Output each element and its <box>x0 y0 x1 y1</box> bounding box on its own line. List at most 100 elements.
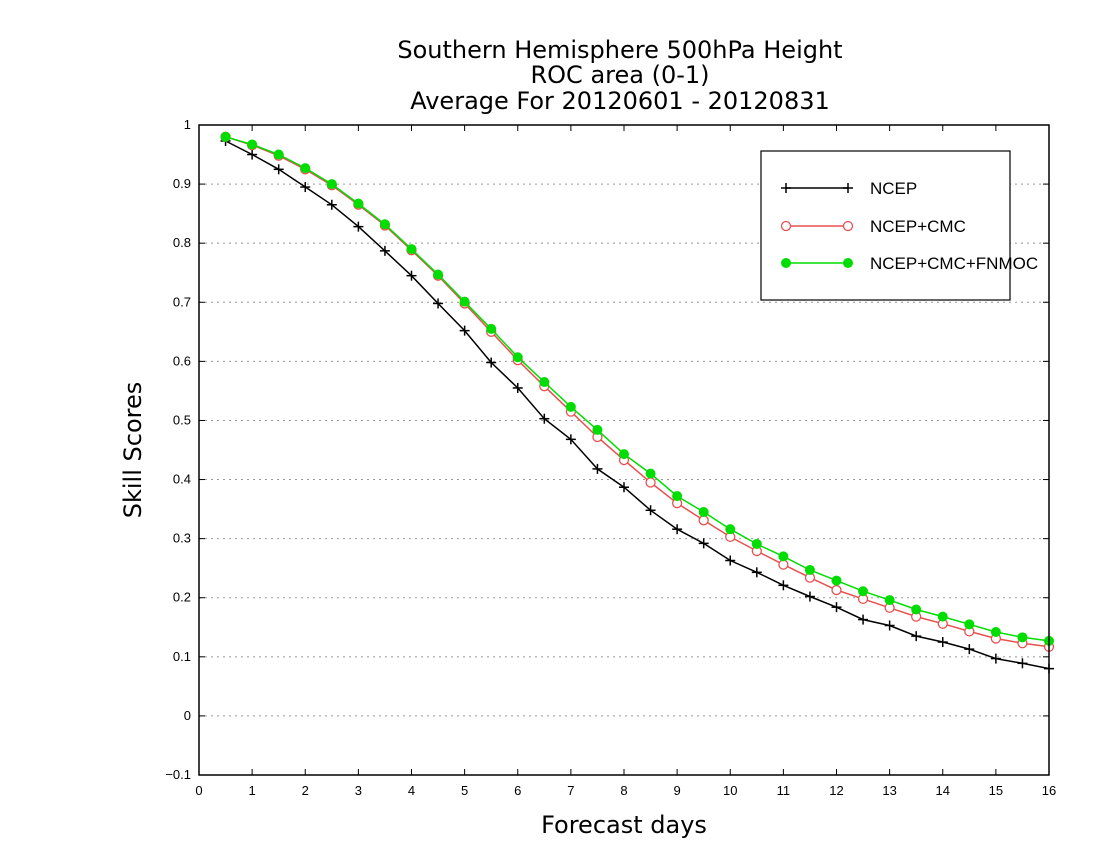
x-tick-label: 16 <box>1042 783 1056 798</box>
ncep-point <box>781 183 791 193</box>
x-tick-label: 4 <box>408 783 415 798</box>
x-tick-label: 1 <box>249 783 256 798</box>
ncep-point <box>831 602 842 613</box>
axis-ticks: −0.100.10.20.30.40.50.60.70.80.910 1 2 3 4 5 6… <box>165 117 1056 798</box>
ncep-point <box>937 637 948 648</box>
ncep-point <box>433 298 444 309</box>
ncep-point <box>326 199 337 210</box>
ncep-cmc-fnmoc-point <box>273 149 284 160</box>
legend-label: NCEP+CMC <box>870 217 966 236</box>
legend-label: NCEP+CMC+FNMOC <box>870 254 1038 273</box>
x-tick-label: 0 <box>195 783 202 798</box>
ncep-point <box>884 620 895 631</box>
ncep-cmc-fnmoc-point <box>459 296 470 307</box>
ncep-point <box>300 182 311 193</box>
ncep-cmc-fnmoc-point <box>326 179 337 190</box>
ncep-point <box>459 325 470 336</box>
y-tick-label: 0.6 <box>173 353 191 368</box>
chart-title-line-2: ROC area (0-1) <box>530 61 709 89</box>
ncep-point <box>751 567 762 578</box>
ncep-cmc-fnmoc-point <box>781 258 791 268</box>
ncep-point <box>565 434 576 445</box>
ncep-cmc-fnmoc-point <box>843 258 853 268</box>
ncep-cmc-fnmoc-point <box>592 424 603 435</box>
ncep-cmc-fnmoc-point <box>990 627 1001 637</box>
ncep-point <box>486 357 497 368</box>
ncep-point <box>539 413 550 424</box>
x-axis-label: Forecast days <box>541 811 707 839</box>
ncep-point <box>964 644 975 655</box>
x-tick-label: 5 <box>461 783 468 798</box>
y-axis-label: Skill Scores <box>119 382 147 519</box>
ncep-cmc-fnmoc-point <box>379 219 390 230</box>
ncep-cmc-fnmoc-point <box>778 551 789 562</box>
x-tick-label: 2 <box>302 783 309 798</box>
ncep-point <box>843 183 853 193</box>
y-tick-label: 0.7 <box>173 294 191 309</box>
ncep-point <box>911 631 922 642</box>
ncep-point <box>778 580 789 591</box>
y-tick-label: 0.2 <box>173 590 191 605</box>
ncep-cmc-fnmoc-point <box>858 586 869 597</box>
legend-item: NCEP <box>781 179 917 198</box>
x-tick-label: 15 <box>989 783 1003 798</box>
y-tick-label: −0.1 <box>165 767 191 782</box>
ncep-point <box>592 463 603 474</box>
ncep-point <box>698 538 709 549</box>
ncep-line <box>225 140 1050 670</box>
x-tick-label: 7 <box>567 783 574 798</box>
ncep-point <box>1017 658 1028 669</box>
ncep-cmc-fnmoc-point <box>937 611 948 622</box>
y-tick-label: 0.4 <box>173 472 191 487</box>
ncep-cmc-fnmoc-point <box>565 401 576 412</box>
y-tick-label: 0.3 <box>173 531 191 546</box>
series-ncep-cmc-fnmoc <box>220 131 1054 646</box>
ncep-point <box>672 524 683 535</box>
ncep-point <box>247 149 258 160</box>
ncep-cmc-fnmoc-point <box>300 163 311 174</box>
ncep-cmc-fnmoc-point <box>406 244 417 255</box>
x-tick-label: 12 <box>829 783 843 798</box>
ncep-point <box>619 482 629 493</box>
legend-label: NCEP <box>870 179 917 198</box>
ncep-cmc-fnmoc-point <box>619 449 629 460</box>
ncep-cmc-fnmoc-point <box>698 507 709 518</box>
series-lines <box>220 131 1055 674</box>
ncep-cmc-point <box>698 515 709 526</box>
ncep-cmc-fnmoc-point <box>220 131 231 142</box>
chart-title: Southern Hemisphere 500hPa Height ROC ar… <box>397 36 842 115</box>
ncep-cmc-fnmoc-point <box>433 269 444 280</box>
x-tick-label: 9 <box>674 783 681 798</box>
ncep-cmc-point <box>778 559 789 570</box>
y-tick-label: 0.9 <box>173 176 191 191</box>
ncep-cmc-fnmoc-point <box>964 619 975 630</box>
x-tick-label: 8 <box>620 783 627 798</box>
ncep-point <box>645 505 656 516</box>
ncep-cmc-fnmoc-point <box>247 139 258 150</box>
series-ncep <box>220 135 1054 674</box>
plot-frame <box>198 124 1050 776</box>
ncep-point <box>353 221 364 232</box>
ncep-cmc-fnmoc-point <box>884 595 895 606</box>
ncep-point <box>990 653 1001 664</box>
ncep-point <box>725 555 736 566</box>
ncep-point <box>406 270 417 281</box>
x-tick-label: 6 <box>514 783 521 798</box>
x-tick-label: 3 <box>355 783 362 798</box>
ncep-cmc-fnmoc-point <box>353 198 364 209</box>
ncep-cmc-fnmoc-point <box>1017 632 1028 643</box>
ncep-cmc-fnmoc-point <box>645 468 656 479</box>
ncep-point <box>512 382 523 393</box>
ncep-point <box>804 591 815 602</box>
ncep-cmc-point <box>780 220 792 232</box>
ncep-point <box>858 614 869 625</box>
y-tick-label: 0.5 <box>173 412 191 427</box>
legend-item: NCEP+CMC+FNMOC <box>781 254 1038 273</box>
ncep-cmc-point <box>645 477 656 488</box>
ncep-cmc-fnmoc-point <box>672 491 683 502</box>
y-tick-label: 1 <box>184 117 191 132</box>
y-tick-label: 0 <box>184 708 191 723</box>
ncep-point <box>273 164 284 175</box>
ncep-cmc-fnmoc-point <box>804 564 815 575</box>
